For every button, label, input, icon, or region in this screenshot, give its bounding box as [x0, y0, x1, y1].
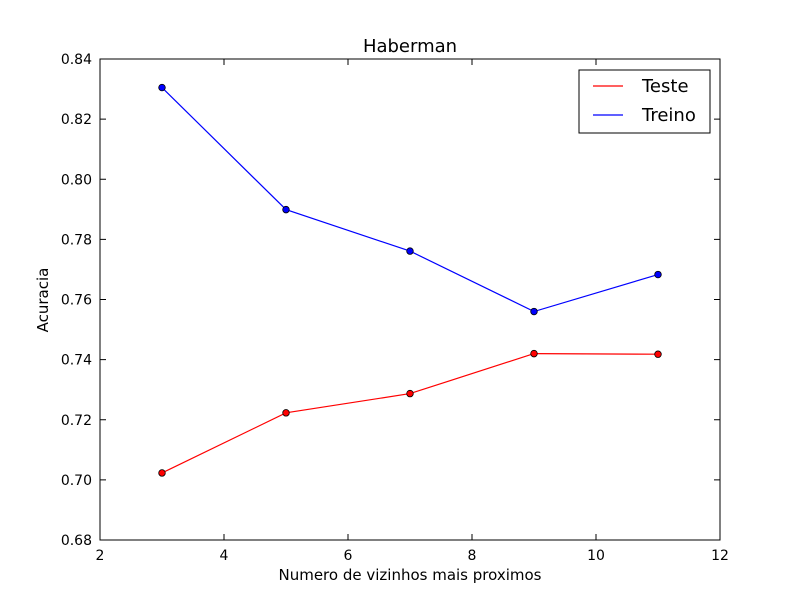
y-tick-label: 0.76 — [61, 293, 92, 309]
data-point-treino — [654, 270, 662, 279]
x-axis-title: Numero de vizinhos mais proximos — [278, 566, 541, 584]
x-tick-label: 4 — [220, 548, 229, 564]
data-point-treino — [282, 205, 290, 214]
data-point-treino — [530, 307, 538, 316]
legend-label-treino: Treino — [641, 105, 696, 126]
series-layer — [158, 83, 662, 477]
y-tick-label: 0.84 — [61, 52, 92, 68]
y-tick-label: 0.74 — [61, 353, 92, 369]
legend: Teste Treino — [578, 69, 711, 134]
x-tick-label: 2 — [96, 548, 105, 564]
data-point-teste — [654, 350, 662, 358]
data-point-teste — [282, 409, 290, 417]
legend-box — [578, 69, 711, 134]
y-axis-title: Acuracia — [34, 268, 52, 333]
y-tick-label: 0.80 — [61, 172, 92, 188]
y-axis: 0.68 0.70 0.72 0.74 0.76 0.78 0.80 0.82 0.84 — [61, 52, 720, 549]
data-point-treino — [406, 247, 414, 255]
x-tick-label: 10 — [587, 548, 605, 564]
data-point-teste — [406, 389, 414, 398]
y-tick-label: 0.78 — [61, 232, 92, 248]
y-tick-label: 0.70 — [61, 473, 92, 489]
x-tick-label: 8 — [468, 548, 477, 564]
x-axis: 2 4 6 8 10 12 — [96, 59, 729, 564]
x-tick-label: 6 — [344, 548, 353, 564]
data-point-treino — [158, 83, 166, 92]
y-tick-label: 0.82 — [61, 112, 92, 128]
x-tick-label: 12 — [711, 548, 729, 564]
chart-title: Haberman — [363, 36, 457, 57]
legend-label-teste: Teste — [641, 76, 689, 97]
data-point-teste — [158, 469, 166, 477]
y-tick-label: 0.68 — [61, 533, 92, 549]
data-point-teste — [530, 349, 538, 358]
y-tick-label: 0.72 — [61, 413, 92, 429]
